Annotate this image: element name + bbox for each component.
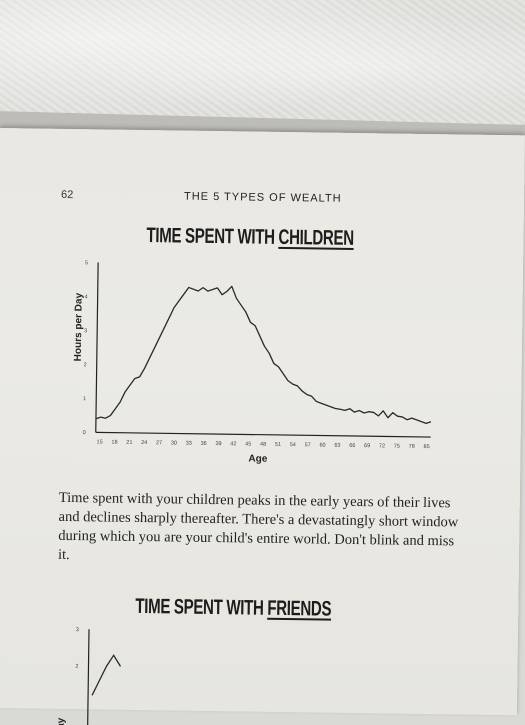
x-tick-label: 45 xyxy=(245,441,251,447)
y-axis xyxy=(95,262,99,433)
x-tick-label: 75 xyxy=(394,444,400,450)
chart-caption: Time spent with your children peaks in t… xyxy=(57,489,459,564)
x-tick-label: 39 xyxy=(215,441,221,447)
y-tick-label: 2 xyxy=(84,362,87,368)
y-tick-label: 1 xyxy=(83,396,86,402)
chart-title-friends: TIME SPENT WITH FRIENDS xyxy=(135,595,331,622)
book-page: 62 THE 5 TYPES OF WEALTH TIME SPENT WITH… xyxy=(0,128,525,725)
x-tick-label: 30 xyxy=(171,440,177,446)
children-series-line xyxy=(95,285,432,425)
chart-title-prefix: TIME SPENT WITH xyxy=(135,594,268,620)
x-tick-label: 18 xyxy=(111,440,117,446)
x-tick-label: 21 xyxy=(126,440,132,446)
friends-series-line xyxy=(91,654,122,696)
x-tick-label: 42 xyxy=(230,441,236,447)
x-tick-label: 54 xyxy=(290,442,296,448)
y-tick-label: 5 xyxy=(85,260,88,266)
chart-title-children: TIME SPENT WITH CHILDREN xyxy=(146,224,354,251)
x-tick-label: 51 xyxy=(275,442,281,448)
x-tick-label: 57 xyxy=(305,442,311,448)
x-tick-label: 78 xyxy=(409,444,415,450)
chart-title-underlined: FRIENDS xyxy=(267,596,332,621)
y-axis-label: Hours per Day xyxy=(73,292,85,361)
y-tick-label: 2 xyxy=(75,664,78,670)
y-tick-label: 4 xyxy=(85,294,88,300)
x-tick-label: 48 xyxy=(260,442,266,448)
chart-title-prefix: TIME SPENT WITH xyxy=(146,224,279,249)
x-tick-label: 63 xyxy=(334,443,340,449)
y-axis xyxy=(86,629,90,725)
y-tick-label: 3 xyxy=(76,627,79,633)
running-head: THE 5 TYPES OF WEALTH xyxy=(183,190,342,205)
tablecloth-background xyxy=(0,0,525,130)
x-tick-label: 27 xyxy=(156,440,162,446)
x-axis xyxy=(95,431,431,438)
x-tick-label: 15 xyxy=(97,439,103,445)
x-tick-label: 69 xyxy=(364,443,370,449)
x-tick-label: 36 xyxy=(201,441,207,447)
y-tick-label: 3 xyxy=(84,328,87,334)
page-number: 62 xyxy=(60,188,74,202)
x-tick-label: 60 xyxy=(319,442,325,448)
y-axis-label: Day xyxy=(56,717,67,725)
x-tick-label: 33 xyxy=(186,441,192,447)
y-tick-label: 0 xyxy=(83,430,86,436)
chart-title-underlined: CHILDREN xyxy=(278,225,354,250)
x-tick-label: 72 xyxy=(379,443,385,449)
x-tick-label: 66 xyxy=(349,443,355,449)
friends-line-chart: 2 3 Day xyxy=(56,627,122,725)
x-tick-label: 85 xyxy=(423,444,429,450)
x-tick-label: 24 xyxy=(141,440,147,446)
x-axis-label: Age xyxy=(248,454,267,465)
